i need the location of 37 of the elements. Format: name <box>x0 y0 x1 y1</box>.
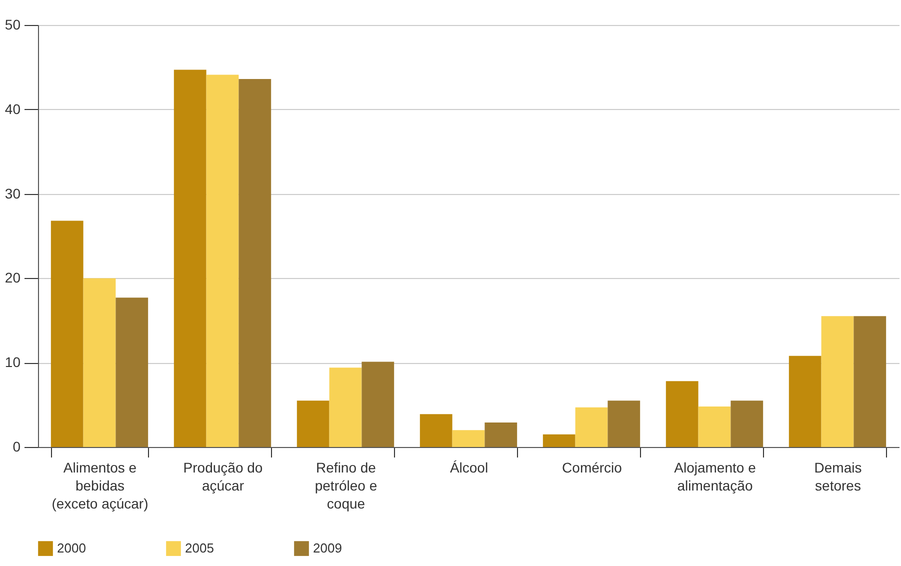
legend-label: 2005 <box>185 540 214 556</box>
bar <box>420 414 452 447</box>
bar <box>50 220 84 447</box>
bar <box>296 400 330 447</box>
x-tick-label: Demais setores <box>814 460 862 494</box>
bar <box>730 400 764 447</box>
bar <box>788 356 822 447</box>
bar <box>666 381 698 447</box>
x-tick-label: Álcool <box>450 460 488 476</box>
bar <box>854 316 886 447</box>
bar <box>362 362 394 447</box>
x-tick-label: Produção do açúcar <box>183 460 263 494</box>
y-tick-label: 20 <box>4 270 21 286</box>
y-tick-label: 40 <box>4 100 21 117</box>
bar <box>698 406 731 447</box>
bar <box>174 70 206 447</box>
x-tick-label: Refino de petróleo e coque <box>314 460 378 512</box>
y-tick-label: 50 <box>4 16 21 32</box>
x-tick-label: Alojamento e alimentação <box>674 460 756 494</box>
x-tick-label: Comércio <box>562 460 622 476</box>
legend-label: 2009 <box>313 540 342 556</box>
bar <box>116 298 148 447</box>
y-tick-label: 0 <box>12 438 21 454</box>
bar <box>329 368 362 447</box>
bar <box>83 278 116 447</box>
bar <box>608 400 640 447</box>
bar <box>484 422 518 447</box>
y-tick-label: 10 <box>4 354 21 370</box>
bar <box>206 74 239 447</box>
legend-label: 2000 <box>57 540 86 556</box>
bar <box>821 316 854 447</box>
x-tick-label: Alimentos e bebidas (exceto açúcar) <box>52 460 148 512</box>
bar <box>542 434 576 447</box>
bar <box>452 430 485 447</box>
bar <box>575 407 608 447</box>
bar <box>238 79 272 447</box>
y-tick-label: 30 <box>4 185 21 202</box>
